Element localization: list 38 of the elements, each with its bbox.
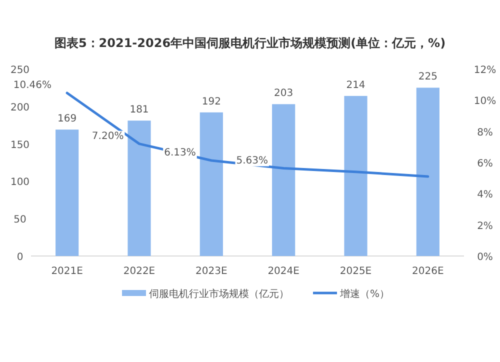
data-label: 192 [202,96,221,108]
legend-label: 增速（%） [339,288,390,300]
data-label: 6.13% [164,147,196,158]
y2-tick-label: 2% [477,220,493,232]
x-tick-label: 2022E [123,266,156,277]
data-label: 203 [274,88,294,100]
x-tick-label: 2024E [268,266,300,277]
y2-tick-label: 12% [474,65,496,76]
data-label: 169 [58,114,77,125]
y-tick-label: 0 [16,252,24,263]
legend-label: 伺服电机行业市场规模（亿元） [149,288,289,300]
x-tick-label: 2023E [196,266,228,277]
data-label: 10.46% [13,80,52,91]
y-tick-label: 250 [10,65,30,76]
y2-tick-label: 0% [477,252,493,263]
data-label: 7.20% [92,130,124,142]
x-tick-label: 2025E [340,266,372,277]
y-tick-label: 200 [10,102,30,114]
bar [56,130,79,256]
y-tick-label: 100 [10,177,30,188]
y2-tick-label: 6% [477,158,493,170]
y-tick-label: 150 [10,140,30,151]
y2-tick-label: 8% [477,127,493,138]
x-tick-label: 2021E [51,266,83,277]
data-label: 225 [418,72,438,83]
data-label: 5.63% [236,155,268,166]
data-label: 214 [346,80,366,91]
y-tick-label: 50 [14,214,26,226]
bar [200,112,223,256]
data-label: 181 [130,104,149,116]
y2-tick-label: 4% [477,190,493,201]
bar [344,96,368,256]
x-tick-label: 2026E [412,266,444,277]
bar [272,104,296,256]
y2-tick-label: 10% [474,96,496,108]
chart-title: 图表5：2021-2026年中国伺服电机行业市场规模预测(单位：亿元，%) [54,36,446,50]
bar [416,88,440,256]
bar [128,120,151,256]
